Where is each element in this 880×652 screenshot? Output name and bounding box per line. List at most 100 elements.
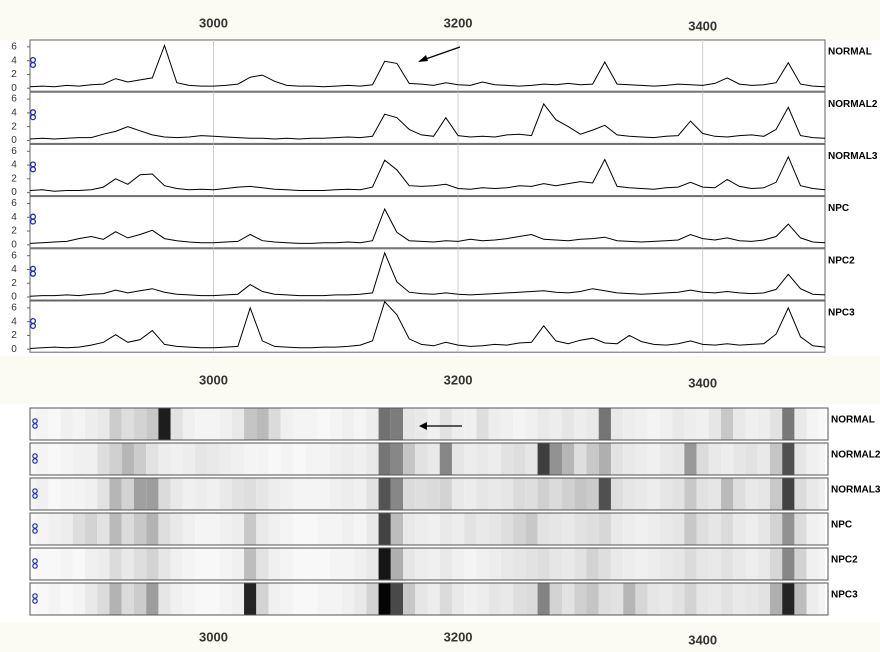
gel-band	[256, 478, 269, 510]
top-axis-band	[0, 0, 880, 40]
gel-band	[48, 478, 61, 510]
gel-band	[329, 583, 342, 615]
gel-band	[292, 478, 306, 510]
gel-band	[818, 513, 825, 545]
spectrum-line	[29, 300, 826, 349]
y-tick-label: 2	[11, 330, 17, 341]
gel-band	[317, 583, 330, 615]
gel-band	[513, 513, 526, 545]
gel-band	[733, 548, 746, 580]
gel-band	[72, 548, 86, 580]
gel-band	[366, 583, 379, 615]
gel-band	[341, 583, 355, 615]
gel-band	[500, 478, 514, 510]
gel-band	[574, 548, 587, 580]
gel-band	[36, 478, 49, 510]
gel-band	[48, 408, 61, 440]
mid-axis-band	[0, 356, 880, 404]
gel-band	[366, 408, 379, 440]
gel-band	[635, 513, 648, 545]
gel-band	[549, 548, 563, 580]
gel-band	[317, 478, 330, 510]
gel-band	[170, 408, 183, 440]
gel-band	[439, 478, 452, 510]
gel-band	[292, 513, 306, 545]
gel-band	[769, 513, 783, 545]
gel-band	[170, 583, 183, 615]
gel-band	[708, 583, 722, 615]
gel-band	[427, 478, 440, 510]
x-tick-label: 3000	[199, 372, 228, 387]
gel-band	[757, 443, 770, 475]
gel-band	[684, 478, 697, 510]
gel-band	[256, 583, 269, 615]
gel-band	[97, 548, 110, 580]
gel-band	[280, 443, 293, 475]
gel-band	[586, 548, 599, 580]
gel-band	[769, 583, 783, 615]
y-tick-label: 0	[11, 187, 17, 198]
gel-band	[500, 513, 514, 545]
gel-band	[537, 513, 550, 545]
gel-band	[280, 408, 293, 440]
y-tick-label: 2	[11, 226, 17, 237]
gel-band	[610, 478, 624, 510]
gel-band	[745, 408, 758, 440]
gel-band	[647, 478, 660, 510]
gel-band	[72, 583, 86, 615]
gel-border	[29, 407, 829, 441]
gel-band	[121, 583, 134, 615]
gel-band	[85, 443, 98, 475]
x-tick-label: 3200	[444, 15, 473, 30]
gel-band	[268, 408, 281, 440]
gel-band	[403, 408, 416, 440]
gel-band	[48, 443, 61, 475]
gel-band	[733, 583, 746, 615]
row-icon	[32, 423, 38, 429]
gel-band	[268, 443, 281, 475]
gel-band	[476, 478, 489, 510]
gel-band	[500, 583, 514, 615]
gel-band	[415, 478, 428, 510]
gel-band	[256, 408, 269, 440]
gel-band	[659, 478, 673, 510]
gel-band	[574, 583, 587, 615]
gel-band	[207, 583, 220, 615]
gel-band	[659, 443, 673, 475]
gel-band	[757, 513, 770, 545]
gel-border	[29, 477, 829, 511]
gel-band	[244, 443, 257, 475]
y-tick-label: 4	[11, 55, 17, 66]
gel-band	[354, 478, 367, 510]
y-tick-label: 2	[11, 278, 17, 289]
gel-band	[525, 408, 538, 440]
gel-band	[488, 548, 501, 580]
gel-band	[696, 478, 709, 510]
gel-band	[48, 548, 61, 580]
gel-band	[403, 583, 416, 615]
gel-band	[207, 408, 220, 440]
gel-band	[329, 513, 342, 545]
gel-band	[366, 513, 379, 545]
gel-band	[672, 443, 685, 475]
gel-band	[109, 478, 122, 510]
gel-band	[757, 583, 770, 615]
gel-band	[745, 443, 758, 475]
gel-band	[794, 408, 807, 440]
gel-lane	[29, 442, 829, 476]
gel-band	[427, 513, 440, 545]
gel-band	[305, 443, 318, 475]
y-tick-label: 0	[11, 292, 17, 303]
gel-band	[366, 478, 379, 510]
gel-band	[133, 478, 147, 510]
row-icon	[29, 270, 37, 277]
gel-band	[818, 408, 825, 440]
gel-band	[403, 513, 416, 545]
gel-band	[354, 583, 367, 615]
y-tick-label: 2	[11, 173, 17, 184]
gel-band	[146, 408, 159, 440]
gel-band	[317, 548, 330, 580]
gel-band	[672, 548, 685, 580]
gel-band	[244, 478, 257, 510]
